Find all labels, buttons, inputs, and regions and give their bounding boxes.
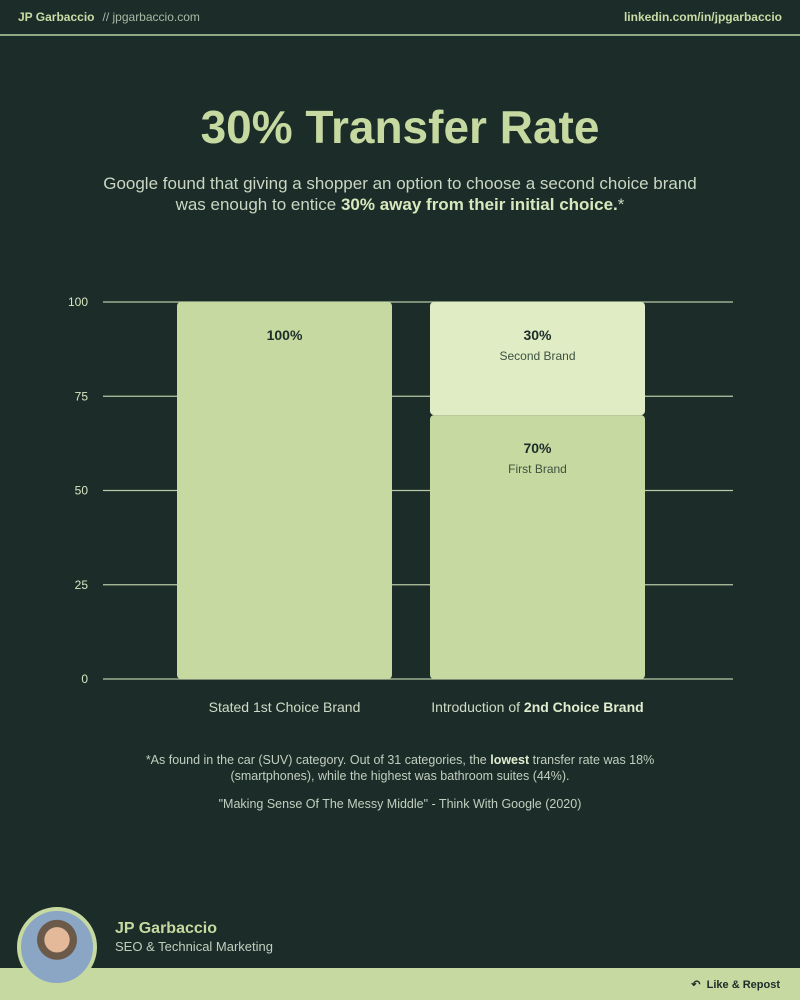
linkedin-link[interactable]: linkedin.com/in/jpgarbaccio: [623, 10, 782, 24]
footer-band: [0, 968, 800, 1000]
description: Google found that giving a shopper an op…: [103, 174, 697, 214]
footer-name: JP Garbaccio: [115, 920, 217, 937]
footnote: *As found in the car (SUV) category. Out…: [145, 753, 655, 783]
website-link[interactable]: // jpgarbaccio.com: [102, 10, 200, 24]
data-label: 100%: [267, 327, 303, 343]
source-citation: "Making Sense Of The Messy Middle" - Thi…: [218, 797, 582, 811]
y-tick-label: 25: [75, 578, 89, 592]
y-tick-label: 75: [75, 389, 89, 403]
y-tick-label: 0: [81, 672, 88, 686]
x-tick-label: Introduction of 2nd Choice Brand: [431, 699, 643, 715]
data-label: 30%: [523, 327, 552, 343]
segment-label: First Brand: [508, 462, 567, 476]
y-tick-label: 100: [68, 295, 88, 309]
bar-segment: [177, 302, 392, 679]
y-tick-label: 50: [75, 484, 89, 498]
bar-chart: 0 25 50 75 100 100% Stated 1st Choice Brand 70%…: [68, 295, 733, 715]
bar-segment: [430, 302, 645, 416]
data-label: 70%: [523, 440, 552, 456]
reply-arrow-icon: ↶: [691, 979, 701, 991]
footer-role: SEO & Technical Marketing: [115, 939, 273, 954]
segment-label: Second Brand: [499, 349, 575, 363]
author-name: JP Garbaccio: [18, 10, 95, 24]
like-repost-button[interactable]: ↶ Like & Repost: [691, 979, 780, 991]
x-tick-label: Stated 1st Choice Brand: [209, 699, 361, 715]
header-bar: JP Garbaccio // jpgarbaccio.com linkedin.…: [0, 0, 800, 36]
page-title: 30% Transfer Rate: [200, 101, 600, 153]
bar-segment: [430, 415, 645, 679]
avatar: [17, 907, 97, 987]
